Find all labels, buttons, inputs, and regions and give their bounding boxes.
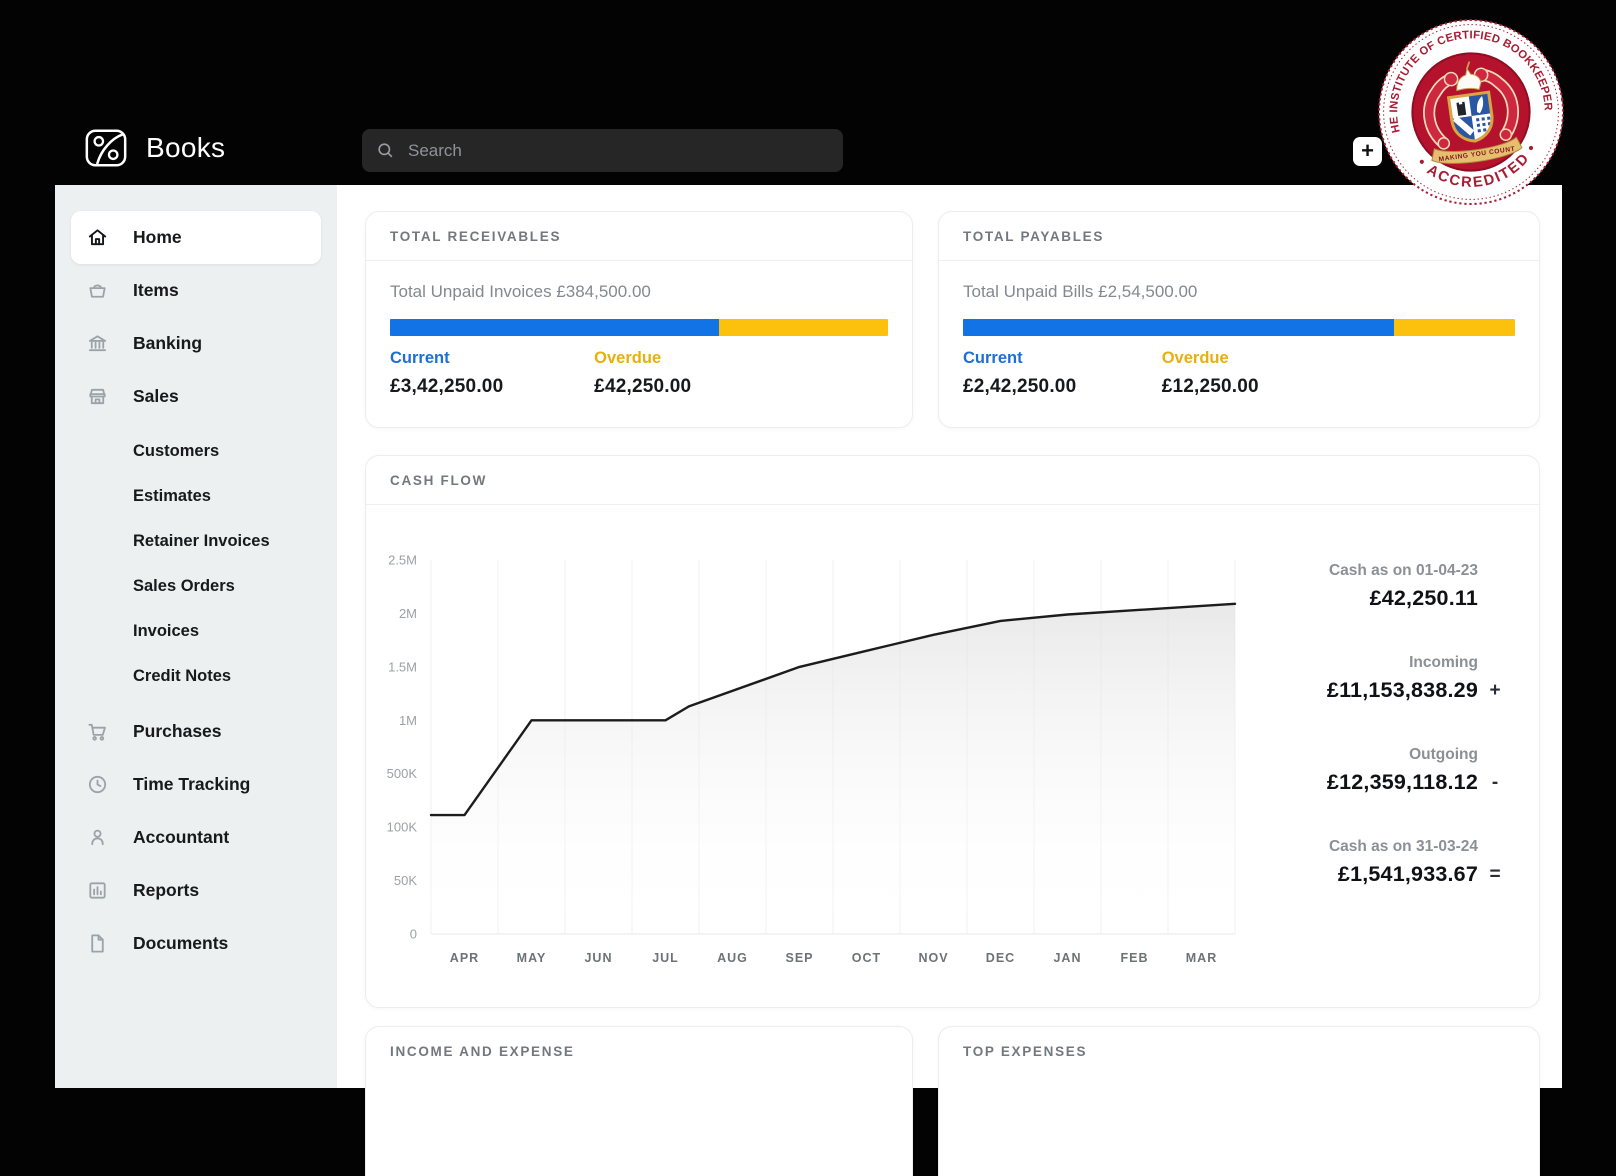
lion-left-figure — [1423, 71, 1459, 150]
receivables-progress-bar — [390, 319, 888, 336]
svg-text:MAY: MAY — [517, 951, 547, 965]
topbar: Books + — [0, 0, 1616, 185]
svg-text:50K: 50K — [394, 873, 417, 888]
sidebar-item-items[interactable]: Items — [55, 264, 337, 317]
total-payables-card: TOTAL PAYABLES Total Unpaid Bills £2,54,… — [938, 211, 1540, 428]
svg-text:JAN: JAN — [1053, 951, 1081, 965]
income-expense-title: INCOME AND EXPENSE — [390, 1043, 575, 1059]
sidebar-item-purchases[interactable]: Purchases — [55, 705, 337, 758]
svg-text:OCT: OCT — [852, 951, 881, 965]
minus-symbol: - — [1491, 772, 1499, 793]
payables-overdue-label: Overdue — [1161, 349, 1229, 367]
top-expenses-card: TOP EXPENSES — [938, 1026, 1540, 1176]
sidebar-item-accountant[interactable]: Accountant — [55, 811, 337, 864]
cash-flow-title: CASH FLOW — [390, 472, 488, 488]
document-icon — [85, 932, 109, 956]
stat-incoming: Incoming £11,153,838.29 + — [1256, 652, 1506, 706]
bar-chart-icon — [85, 879, 109, 903]
svg-text:100K: 100K — [387, 820, 418, 835]
sidebar-item-estimates[interactable]: Estimates — [133, 487, 211, 505]
cash-flow-chart: 0 50K 100K 500K 1M 1.5M 2M 2.5M APR MAY JUN JUL AUG S… — [387, 553, 1237, 965]
sidebar-item-invoices[interactable]: Invoices — [133, 622, 200, 640]
svg-text:500K: 500K — [387, 766, 418, 781]
sidebar-item-banking[interactable]: Banking — [55, 317, 337, 370]
svg-text:JUL: JUL — [652, 951, 679, 965]
total-receivables-card: TOTAL RECEIVABLES Total Unpaid Invoices … — [365, 211, 913, 428]
receivables-overdue-label: Overdue — [594, 349, 662, 367]
unpaid-invoices-total: Total Unpaid Invoices £384,500.00 — [390, 282, 651, 301]
svg-text:SEP: SEP — [785, 951, 813, 965]
storefront-icon — [85, 385, 109, 409]
sidebar-item-time-tracking[interactable]: Time Tracking — [55, 758, 337, 811]
cash-flow-stats: Cash as on 01-04-23 £42,250.11 Incoming … — [1256, 560, 1506, 928]
svg-text:1M: 1M — [399, 713, 417, 728]
sidebar-item-sales-orders[interactable]: Sales Orders — [133, 577, 235, 595]
receivables-current-bar — [390, 319, 719, 336]
search-bar[interactable] — [362, 129, 843, 172]
cash-flow-card: CASH FLOW 0 50K 100K 500K 1M 1.5M 2M 2.5M APR MAY… — [365, 455, 1540, 1008]
sidebar-item-retainer-invoices[interactable]: Retainer Invoices — [133, 532, 270, 550]
sidebar-item-sales[interactable]: Sales — [55, 370, 337, 423]
person-icon — [85, 826, 109, 850]
payables-current-value: £2,42,250.00 — [963, 376, 1077, 397]
svg-text:2M: 2M — [399, 606, 417, 621]
sidebar-item-home[interactable]: Home — [71, 211, 321, 264]
home-icon — [85, 226, 109, 250]
svg-text:2.5M: 2.5M — [388, 553, 417, 568]
sidebar-item-reports[interactable]: Reports — [55, 864, 337, 917]
equals-symbol: = — [1489, 864, 1501, 885]
svg-text:FEB: FEB — [1121, 951, 1149, 965]
svg-text:0: 0 — [410, 927, 417, 942]
search-icon — [378, 143, 393, 158]
receivables-current-value: £3,42,250.00 — [390, 376, 504, 397]
cart-icon — [85, 720, 109, 744]
svg-text:MAR: MAR — [1186, 951, 1217, 965]
basket-icon — [85, 279, 109, 303]
stat-closing-cash: Cash as on 31-03-24 £1,541,933.67 = — [1256, 836, 1506, 890]
app-logo: Books — [83, 125, 225, 171]
unicorn-crest — [1456, 61, 1482, 92]
payables-title: TOTAL PAYABLES — [963, 228, 1105, 244]
app-name: Books — [146, 132, 226, 163]
search-input[interactable] — [406, 139, 829, 162]
clock-icon — [85, 773, 109, 797]
payables-progress-bar — [963, 319, 1515, 336]
receivables-current-label: Current — [390, 349, 450, 367]
svg-text:NOV: NOV — [918, 951, 948, 965]
svg-text:JUN: JUN — [584, 951, 612, 965]
sidebar-item-customers[interactable]: Customers — [133, 442, 220, 460]
lion-right-figure — [1473, 67, 1519, 141]
svg-text:DEC: DEC — [986, 951, 1015, 965]
plus-icon: + — [1361, 137, 1374, 163]
stat-opening-cash: Cash as on 01-04-23 £42,250.11 — [1328, 562, 1478, 610]
income-expense-card: INCOME AND EXPENSE — [365, 1026, 913, 1176]
sidebar: Home Items Banking Sales — [55, 185, 337, 1088]
unpaid-bills-total: Total Unpaid Bills £2,54,500.00 — [963, 282, 1198, 301]
svg-text:AUG: AUG — [717, 951, 748, 965]
payables-current-label: Current — [963, 349, 1023, 367]
main-content: TOTAL RECEIVABLES Total Unpaid Invoices … — [337, 185, 1562, 1176]
plus-symbol: + — [1489, 680, 1501, 701]
stat-outgoing: Outgoing £12,359,118.12 - — [1256, 744, 1506, 798]
sidebar-item-credit-notes[interactable]: Credit Notes — [133, 667, 232, 685]
top-expenses-title: TOP EXPENSES — [963, 1043, 1088, 1059]
sidebar-item-documents[interactable]: Documents — [55, 917, 337, 970]
books-logo-icon — [85, 129, 127, 167]
payables-current-bar — [963, 319, 1394, 336]
bank-icon — [85, 332, 109, 356]
receivables-overdue-value: £42,250.00 — [594, 376, 692, 397]
svg-text:1.5M: 1.5M — [388, 659, 417, 674]
receivables-title: TOTAL RECEIVABLES — [390, 228, 562, 244]
svg-text:APR: APR — [450, 951, 479, 965]
payables-overdue-value: £12,250.00 — [1161, 376, 1259, 397]
accreditation-badge: THE INSTITUTE OF CERTIFIED BOOKKEEPERS •… — [1375, 16, 1564, 205]
add-button[interactable]: + — [1353, 137, 1382, 166]
